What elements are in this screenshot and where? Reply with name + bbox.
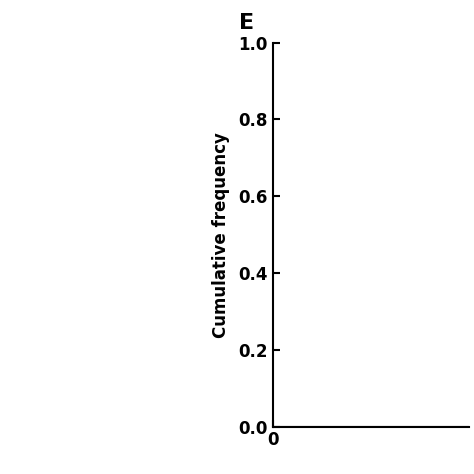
Text: E: E bbox=[239, 13, 255, 33]
Text: B: B bbox=[5, 7, 22, 27]
Y-axis label: Cumulative frequency: Cumulative frequency bbox=[212, 132, 230, 337]
Text: D: D bbox=[5, 239, 23, 259]
